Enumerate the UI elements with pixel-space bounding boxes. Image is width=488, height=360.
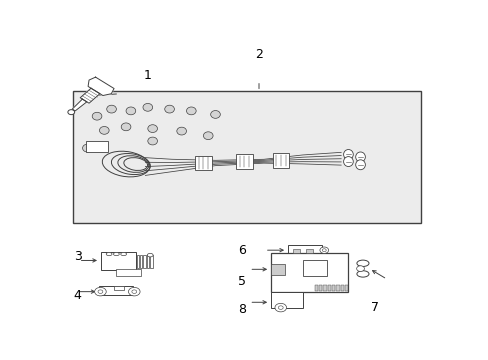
Ellipse shape [147,253,153,257]
Ellipse shape [355,160,365,170]
Bar [150,255,152,267]
Ellipse shape [186,107,196,115]
Bar [327,285,330,291]
Circle shape [278,306,283,309]
Circle shape [356,266,364,271]
Polygon shape [80,88,100,103]
Bar [345,285,348,291]
Text: 6: 6 [238,244,245,257]
Ellipse shape [147,125,157,132]
Polygon shape [72,99,87,111]
Bar [195,156,211,170]
Ellipse shape [343,157,352,167]
Ellipse shape [126,107,136,115]
Ellipse shape [177,127,186,135]
Ellipse shape [355,152,365,162]
Bar [99,286,133,295]
Ellipse shape [82,144,92,152]
Ellipse shape [121,123,131,131]
Bar [336,285,339,291]
Text: 1: 1 [143,69,151,82]
Ellipse shape [203,132,213,140]
Ellipse shape [142,103,152,111]
Polygon shape [88,77,114,95]
Bar [270,264,284,275]
Bar [306,249,312,253]
Ellipse shape [113,252,119,256]
Ellipse shape [356,271,368,277]
Bar [270,253,348,292]
Bar [146,255,149,267]
Bar [143,255,145,267]
Bar [331,285,335,291]
Bar [340,285,344,291]
Circle shape [128,287,140,296]
Circle shape [95,287,106,296]
Text: 4: 4 [74,289,81,302]
Ellipse shape [164,105,174,113]
Ellipse shape [99,126,109,134]
Bar [272,153,288,168]
Circle shape [322,249,325,252]
Circle shape [319,247,328,253]
Ellipse shape [343,149,352,159]
Text: 8: 8 [238,303,245,316]
Bar [86,141,107,152]
Bar [137,255,139,267]
Text: 3: 3 [74,250,81,263]
Bar [140,255,142,267]
Bar [270,292,302,307]
Ellipse shape [92,112,102,120]
Bar [314,285,317,291]
Circle shape [98,290,102,293]
Bar [323,285,326,291]
Bar [236,154,252,168]
Bar [292,249,299,253]
Ellipse shape [68,110,75,114]
Text: 2: 2 [255,48,263,61]
Text: 5: 5 [238,275,245,288]
Ellipse shape [121,252,126,256]
Ellipse shape [356,260,368,266]
Ellipse shape [147,137,157,145]
Text: 7: 7 [370,301,378,314]
Bar [101,252,136,270]
Ellipse shape [210,111,220,118]
Bar [114,285,123,290]
Bar [287,244,321,255]
Circle shape [274,303,286,312]
Ellipse shape [106,252,112,256]
Ellipse shape [106,105,116,113]
Bar [302,260,326,276]
Bar [73,91,420,222]
Bar [318,285,322,291]
Circle shape [132,290,137,293]
Bar [116,269,140,276]
